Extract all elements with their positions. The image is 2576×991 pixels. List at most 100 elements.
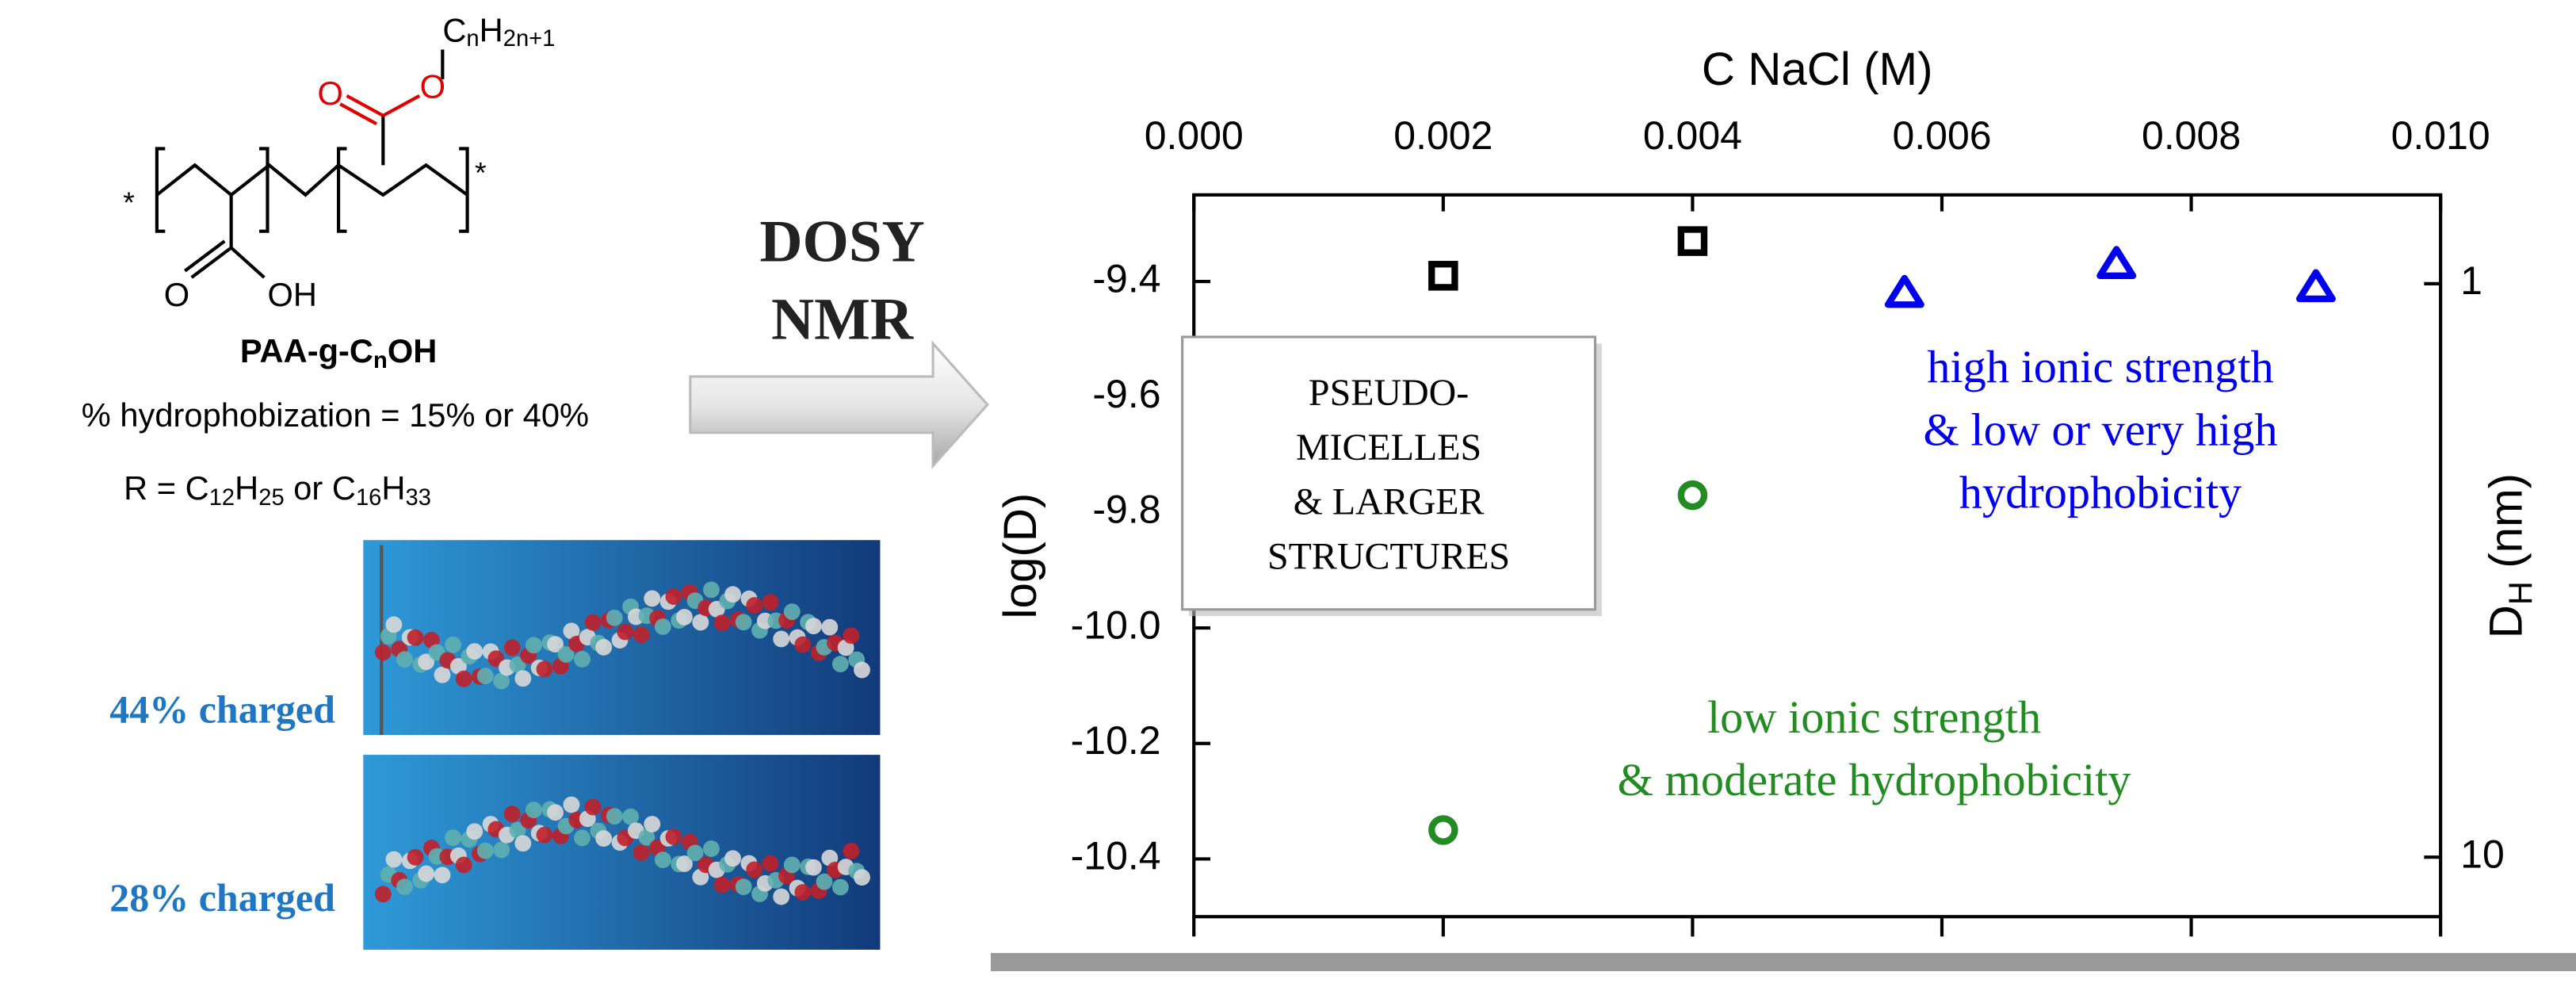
atom-sphere bbox=[547, 636, 564, 653]
atom-sphere bbox=[563, 796, 580, 813]
subscript: 16 bbox=[356, 485, 381, 511]
x-tick-label: 0.002 bbox=[1393, 113, 1492, 158]
atom: C bbox=[442, 12, 466, 49]
marker bbox=[2295, 269, 2336, 303]
bracket bbox=[459, 147, 469, 233]
label-part: H bbox=[2501, 581, 2539, 605]
atom-sphere bbox=[476, 842, 494, 859]
hydrophobization: % hydrophobization = 15% or 40% bbox=[82, 396, 589, 434]
snapshot-label: 28% charged bbox=[109, 875, 335, 920]
y-tick-label: -10.4 bbox=[1071, 834, 1161, 878]
formula-part: or C bbox=[285, 469, 356, 507]
atom-sphere bbox=[746, 861, 763, 878]
formula-part: H bbox=[381, 469, 405, 507]
atom-sphere bbox=[633, 844, 650, 861]
y-tick-label: -10.2 bbox=[1071, 718, 1161, 763]
subscript: 12 bbox=[209, 485, 235, 511]
atom-sphere bbox=[703, 581, 720, 599]
atom-sphere bbox=[449, 658, 467, 675]
bond bbox=[346, 94, 384, 117]
atom-sphere bbox=[805, 859, 822, 876]
label-part: D bbox=[2481, 605, 2532, 638]
name-part: PAA-g-C bbox=[240, 332, 373, 369]
atom-sphere bbox=[493, 841, 510, 859]
atom-sphere bbox=[434, 867, 451, 884]
atom-sphere bbox=[724, 586, 741, 603]
atom-sphere bbox=[843, 627, 860, 645]
atom-sphere bbox=[466, 643, 483, 660]
atom-sphere bbox=[735, 614, 752, 631]
atom-sphere bbox=[746, 597, 763, 614]
atom-sphere bbox=[617, 623, 634, 641]
x-tick-label: 0.010 bbox=[2391, 113, 2490, 158]
chain-end: * bbox=[475, 156, 487, 189]
atom-sphere bbox=[525, 802, 542, 819]
atom-sphere bbox=[509, 656, 526, 673]
bond bbox=[339, 102, 377, 126]
atom-sphere bbox=[374, 644, 392, 661]
atom-sphere bbox=[665, 828, 682, 845]
subscript: 25 bbox=[258, 485, 284, 511]
atom-sphere bbox=[525, 637, 542, 654]
annotation-text: PSEUDO- bbox=[1309, 372, 1469, 414]
atom-sphere bbox=[665, 588, 682, 605]
atom-sphere bbox=[644, 590, 661, 607]
chain-end: * bbox=[123, 186, 135, 219]
atom-sphere bbox=[735, 878, 752, 896]
formula-part: R = C bbox=[124, 469, 209, 507]
x-tick-label: 0.006 bbox=[1892, 113, 1991, 158]
atom-sphere bbox=[509, 821, 526, 839]
x-axis-label: C NaCl (M) bbox=[1702, 44, 1933, 95]
atom-sphere bbox=[703, 840, 720, 857]
backbone bbox=[155, 163, 468, 197]
atom-sphere bbox=[794, 636, 812, 653]
atom-sphere bbox=[724, 850, 741, 867]
divider bbox=[991, 953, 2576, 971]
atom-sphere bbox=[574, 829, 590, 847]
subscript: n bbox=[466, 26, 479, 52]
atom-sphere bbox=[805, 618, 822, 635]
atom-sphere bbox=[407, 629, 424, 646]
atom-sphere bbox=[843, 842, 860, 859]
bond bbox=[184, 239, 226, 273]
atom-sphere bbox=[445, 829, 461, 847]
atom-sphere bbox=[686, 844, 704, 862]
annotation-text: STRUCTURES bbox=[1267, 535, 1510, 577]
atom: H bbox=[480, 12, 503, 49]
atom-sphere bbox=[547, 804, 564, 821]
y-tick-label: -9.8 bbox=[1092, 488, 1160, 532]
bracket bbox=[155, 147, 166, 233]
y-axis-label: log(D) bbox=[995, 493, 1046, 619]
atom-sphere bbox=[831, 656, 849, 673]
annotation-text: & LARGER bbox=[1294, 481, 1485, 523]
atom-sphere bbox=[654, 851, 671, 869]
subscript: 33 bbox=[405, 485, 430, 511]
y-tick-label: -10.0 bbox=[1071, 603, 1161, 647]
atom-sphere bbox=[455, 856, 472, 874]
snapshot-label: 44% charged bbox=[109, 687, 335, 731]
y2-axis-label: DH (nm) bbox=[2481, 473, 2539, 638]
structure bbox=[155, 49, 469, 279]
atom-sphere bbox=[514, 670, 532, 687]
chart: 0.000 0.002 0.004 0.006 0.008 0.010 -9.4 -9.6 -9… bbox=[995, 44, 2539, 937]
y2-tick-label: 10 bbox=[2460, 832, 2505, 876]
atom-sphere bbox=[783, 856, 801, 874]
atom-sphere bbox=[536, 660, 553, 678]
atom-sphere bbox=[493, 672, 510, 690]
molecule bbox=[374, 581, 870, 905]
atom-sphere bbox=[622, 808, 640, 825]
atom-sphere bbox=[773, 630, 790, 648]
bond bbox=[382, 94, 421, 117]
atom-sphere bbox=[396, 878, 413, 896]
subscript: 2n+1 bbox=[503, 26, 556, 52]
bond bbox=[230, 246, 266, 279]
atom-sphere bbox=[563, 622, 580, 640]
atom: O bbox=[164, 276, 189, 313]
atom-sphere bbox=[821, 618, 839, 636]
atom-sphere bbox=[455, 670, 472, 687]
marker bbox=[1884, 274, 1924, 308]
y-tick-label: -9.4 bbox=[1092, 256, 1160, 300]
annotation-text: hydrophobicity bbox=[1959, 466, 2242, 518]
